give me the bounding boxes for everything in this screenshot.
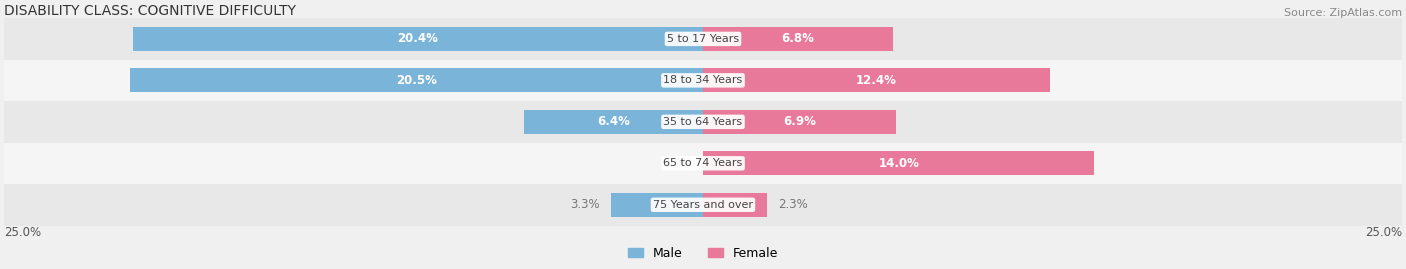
Text: 25.0%: 25.0% [4, 225, 41, 239]
Bar [703, 27, 893, 51]
Text: 65 to 74 Years: 65 to 74 Years [664, 158, 742, 168]
Bar [4, 143, 1402, 184]
Legend: Male, Female: Male, Female [623, 242, 783, 265]
Bar [4, 101, 1402, 143]
Bar [4, 60, 1402, 101]
Text: 0.0%: 0.0% [662, 157, 692, 170]
Bar [129, 68, 703, 92]
Text: 20.5%: 20.5% [396, 74, 437, 87]
Text: 2.3%: 2.3% [779, 198, 808, 211]
Text: DISABILITY CLASS: COGNITIVE DIFFICULTY: DISABILITY CLASS: COGNITIVE DIFFICULTY [4, 4, 297, 18]
Text: 12.4%: 12.4% [856, 74, 897, 87]
Text: 20.4%: 20.4% [398, 32, 439, 45]
Bar [610, 193, 703, 217]
Text: 5 to 17 Years: 5 to 17 Years [666, 34, 740, 44]
Bar [703, 68, 1050, 92]
Bar [703, 110, 896, 134]
Text: 6.4%: 6.4% [598, 115, 630, 128]
Text: 6.9%: 6.9% [783, 115, 815, 128]
Bar [132, 27, 703, 51]
Bar [703, 193, 768, 217]
Text: 6.8%: 6.8% [782, 32, 814, 45]
Text: Source: ZipAtlas.com: Source: ZipAtlas.com [1284, 8, 1402, 18]
Text: 35 to 64 Years: 35 to 64 Years [664, 117, 742, 127]
Bar [4, 184, 1402, 225]
Text: 3.3%: 3.3% [569, 198, 599, 211]
Text: 18 to 34 Years: 18 to 34 Years [664, 75, 742, 85]
Bar [4, 18, 1402, 60]
Text: 75 Years and over: 75 Years and over [652, 200, 754, 210]
Bar [524, 110, 703, 134]
Text: 14.0%: 14.0% [879, 157, 920, 170]
Bar [703, 151, 1094, 175]
Text: 25.0%: 25.0% [1365, 225, 1402, 239]
